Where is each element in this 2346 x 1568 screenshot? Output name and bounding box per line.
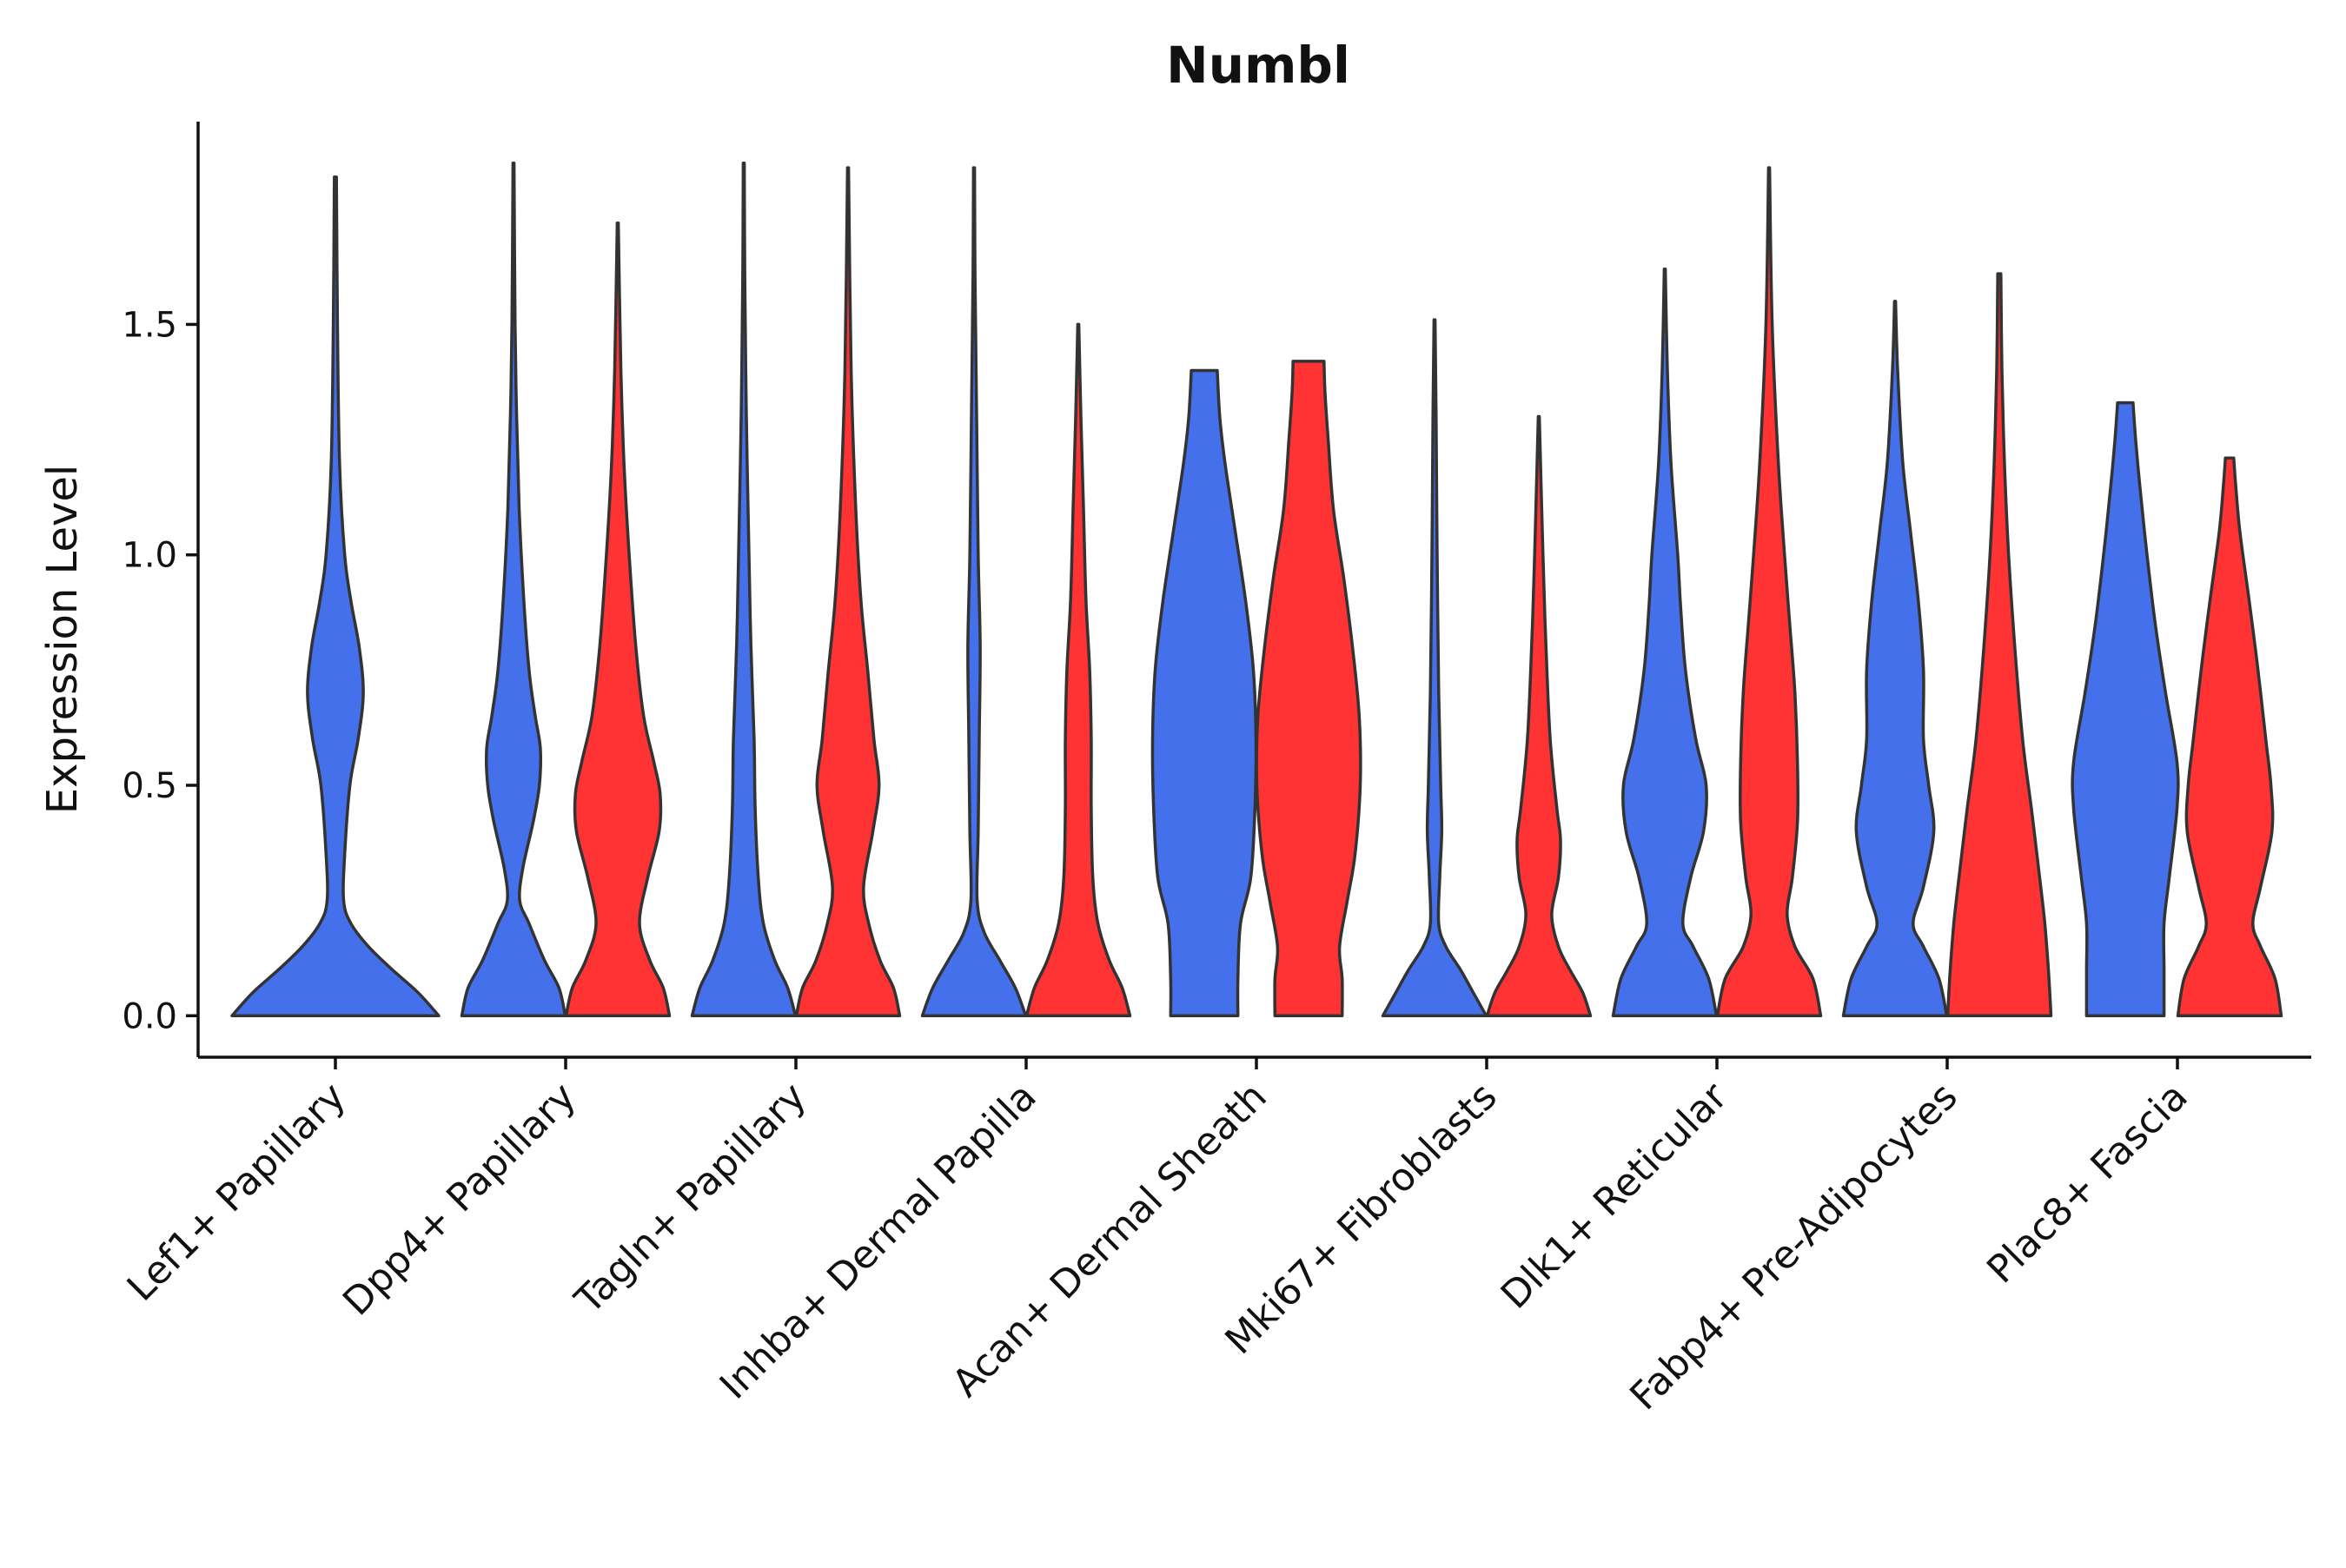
x-tick-label: Tagln+ Papillary bbox=[567, 1075, 815, 1323]
y-tick-label: 1.0 bbox=[122, 536, 177, 576]
violin-group1-6 bbox=[1611, 268, 1719, 1018]
violin-group2-6 bbox=[1715, 166, 1823, 1018]
violin-group2-4 bbox=[1255, 360, 1362, 1018]
violin-group2-2 bbox=[794, 166, 902, 1018]
violin-group1-8 bbox=[2071, 400, 2180, 1018]
violin-group2-7 bbox=[1945, 272, 2053, 1018]
x-tick-label: Dlk1+ Reticular bbox=[1493, 1074, 1737, 1318]
y-tick-label: 0.0 bbox=[122, 996, 177, 1036]
y-tick-label: 0.5 bbox=[122, 766, 177, 806]
x-tick-label: Plac8+ Fascia bbox=[1978, 1075, 2197, 1293]
violin-group2-3 bbox=[1024, 322, 1132, 1018]
x-tick-label: Dpp4+ Papillary bbox=[335, 1075, 585, 1325]
violin-group1-2 bbox=[690, 161, 798, 1018]
violin-group2-8 bbox=[2176, 456, 2283, 1018]
violin-group1-3 bbox=[920, 166, 1028, 1018]
violin-group2-5 bbox=[1485, 414, 1593, 1018]
x-tick-label: Lef1+ Papillary bbox=[119, 1075, 355, 1310]
violin-group1-5 bbox=[1381, 318, 1488, 1018]
violin-group1-4 bbox=[1150, 368, 1258, 1018]
violin-group1-7 bbox=[1841, 300, 1949, 1018]
y-axis-label: Expression Level bbox=[38, 465, 87, 815]
violin-group2-1 bbox=[564, 221, 672, 1018]
y-tick-label: 1.5 bbox=[122, 305, 177, 345]
violin-group1-1 bbox=[460, 161, 567, 1018]
violin-group1-0 bbox=[230, 175, 441, 1018]
chart-title: Numbl bbox=[1166, 36, 1350, 95]
